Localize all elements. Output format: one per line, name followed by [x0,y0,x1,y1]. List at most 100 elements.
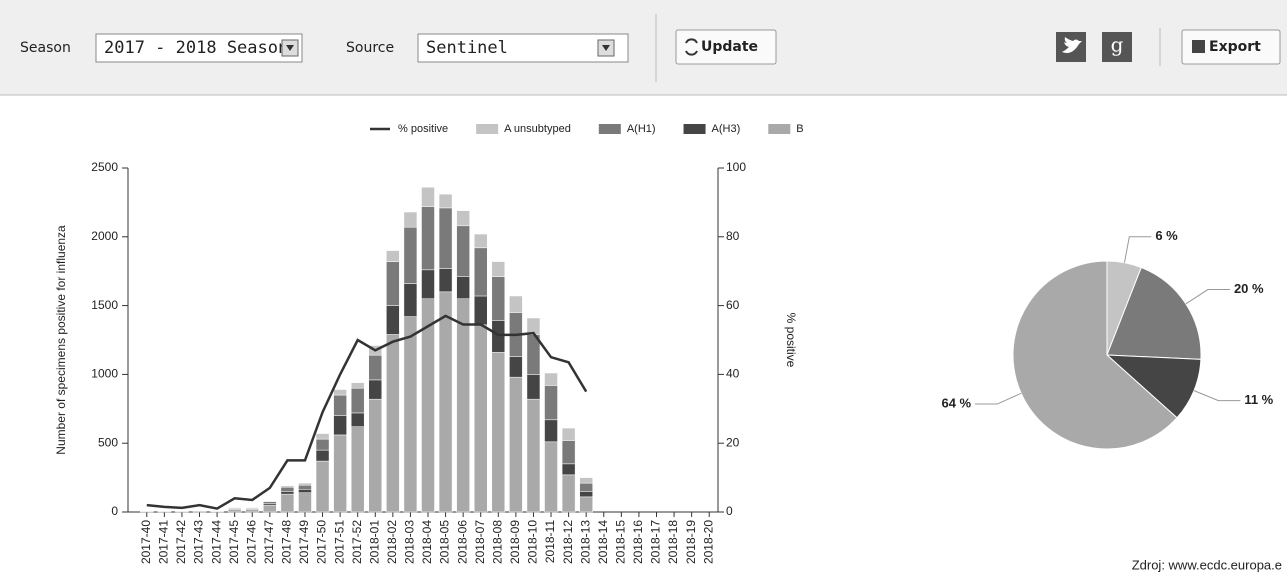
bar-segment [492,262,505,277]
x-tick-label: 2018-05 [438,520,452,564]
x-tick-label: 2017-45 [227,520,241,564]
pie-label: 20 % [1234,281,1264,296]
x-tick-label: 2018-02 [385,520,399,564]
y2-axis-label: % positive [784,313,798,368]
update-label: Update [701,39,758,55]
x-tick-label: 2018-19 [684,520,698,564]
x-tick-label: 2018-11 [543,520,557,563]
bar-segment [457,226,470,277]
x-tick-label: 2018-09 [508,520,522,564]
bar-segment [580,478,593,484]
y2-tick-label: 0 [726,504,733,518]
bar-segment [351,427,364,512]
bar-segment [351,388,364,413]
bar-segment [545,442,558,512]
y-tick-label: 1000 [91,367,118,381]
google-icon: g [1111,33,1124,57]
bar-segment [562,428,575,440]
y2-tick-label: 40 [726,367,740,381]
bar-segment [298,493,311,512]
y-tick-label: 2000 [91,229,118,243]
bar-segment [369,380,382,399]
bar-segment [351,413,364,427]
bar-segment [457,299,470,512]
x-tick-label: 2018-14 [596,520,610,564]
y2-tick-label: 100 [726,160,746,174]
bar-segment [457,211,470,226]
pie-label: 11 % [1244,392,1273,407]
x-tick-label: 2018-08 [490,520,504,564]
bar-segment [527,399,540,512]
bar-segment [369,355,382,380]
bar-segment [545,373,558,385]
y2-tick-label: 20 [726,435,740,449]
bar-segment [545,420,558,442]
bar-segment [263,502,276,504]
bar-segment [334,435,347,512]
legend-label: A(H1) [627,123,656,135]
bar-segment [369,399,382,512]
bar-segment [316,461,329,512]
bar-segment [246,509,259,512]
x-tick-label: 2018-13 [578,520,592,564]
export-label: Export [1209,39,1261,55]
x-tick-label: 2017-50 [315,520,329,564]
bar-segment [580,491,593,497]
bar-segment [474,234,487,248]
pie-label: 64 % [941,395,971,410]
bar-segment [334,390,347,396]
source-label: Source [346,40,394,56]
x-tick-label: 2018-12 [561,520,575,564]
source-note: Zdroj: www.ecdc.europa.e [1132,557,1282,572]
legend-swatch [476,124,498,134]
y-tick-label: 500 [98,435,118,449]
x-tick-label: 2018-16 [631,520,645,564]
bar-segment [457,277,470,299]
bar-segment [404,212,417,227]
x-tick-label: 2018-17 [649,520,663,564]
legend-label: A unsubtyped [504,123,571,135]
bar-segment [562,475,575,512]
x-tick-label: 2017-44 [209,520,223,564]
bar-segment [263,505,276,512]
bar-segment [298,489,311,492]
bar-segment [580,497,593,512]
x-tick-label: 2017-42 [174,520,188,564]
bar-segment [421,187,434,206]
x-tick-label: 2017-46 [244,520,258,564]
x-tick-label: 2017-49 [297,520,311,564]
bar-segment [474,296,487,325]
x-tick-label: 2018-15 [614,520,628,564]
y-tick-label: 1500 [91,298,118,312]
x-tick-label: 2018-10 [526,520,540,564]
legend-label: A(H3) [712,123,741,135]
season-label: Season [20,40,71,56]
legend-label: B [796,123,803,135]
bar-segment [439,208,452,269]
page: Season 2017 - 2018 Season Source Sentine… [0,0,1287,574]
bar-segment [545,385,558,419]
bar-segment [404,317,417,512]
bar-segment [492,277,505,321]
bar-segment [492,352,505,512]
bar-segment [281,494,294,512]
x-tick-label: 2018-03 [403,520,417,564]
y-tick-label: 2500 [91,160,118,174]
bar-segment [298,485,311,489]
bar-segment [509,377,522,512]
bar-segment [439,292,452,512]
bar-segment [562,440,575,463]
leader-line [1124,237,1151,263]
bar-segment [421,270,434,299]
bar-segment [474,248,487,296]
leader-line [1186,290,1230,304]
x-tick-label: 2017-41 [157,520,171,564]
bar-segment [439,194,452,208]
bar-segment [246,507,259,508]
bar-segment [474,325,487,512]
legend-swatch [599,124,621,134]
season-value: 2017 - 2018 Season [104,38,288,58]
bar-segment [334,395,347,416]
y2-tick-label: 80 [726,229,740,243]
x-tick-label: 2018-01 [367,520,381,564]
